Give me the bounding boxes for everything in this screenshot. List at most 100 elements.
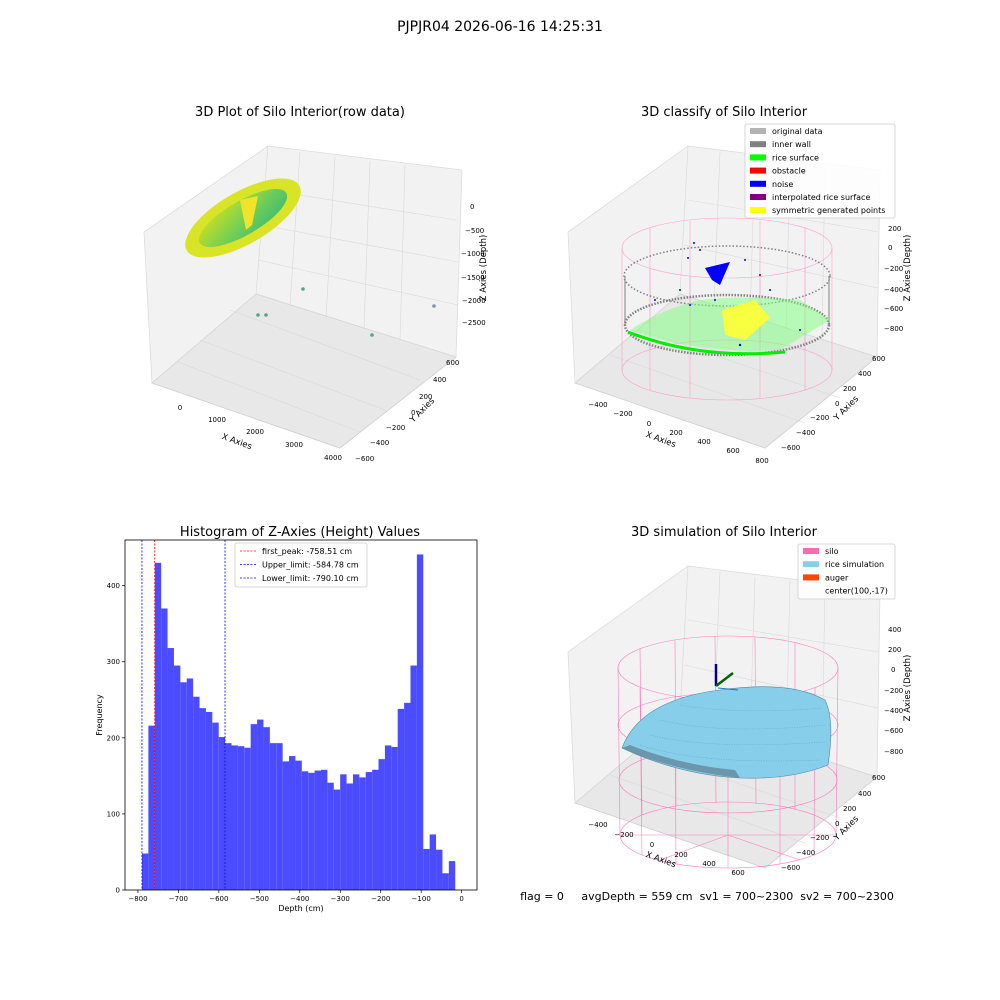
- svg-text:0: 0: [650, 841, 654, 849]
- histogram-bar: [429, 834, 437, 890]
- legend-label: obstacle: [772, 167, 806, 176]
- svg-text:400: 400: [702, 860, 715, 868]
- panel2-symmetric-points: [722, 300, 770, 340]
- svg-text:−1500: −1500: [461, 274, 485, 282]
- svg-text:200: 200: [674, 851, 687, 859]
- svg-text:−600: −600: [781, 444, 800, 452]
- panel-histogram: Histogram of Z-Axies (Height) Values −80…: [95, 525, 478, 913]
- histogram-bar: [186, 678, 194, 890]
- panel2-inner-wall: [623, 245, 831, 357]
- legend-swatch: [750, 154, 766, 161]
- panel4-x-ticks: −400 −200 0 200 400 600: [588, 821, 744, 877]
- histogram-bar: [218, 737, 226, 890]
- svg-text:0: 0: [835, 820, 839, 828]
- svg-text:0: 0: [647, 420, 651, 428]
- histogram-bar: [448, 861, 456, 890]
- panel2-y-ticks: 600 400 200 0 −200 −400 −600: [781, 355, 885, 452]
- histogram-bar: [391, 746, 398, 890]
- histogram-y-tick: 300: [107, 658, 120, 666]
- svg-text:−2500: −2500: [462, 319, 486, 327]
- histogram-bar: [365, 772, 373, 890]
- svg-text:−400: −400: [588, 821, 607, 829]
- svg-text:−2000: −2000: [462, 297, 486, 305]
- panel1-outliers: [256, 287, 436, 337]
- panel2-zlabel: Z Axies (Depth): [903, 235, 913, 302]
- histogram-x-ticks: −800 −700 −600 −500 −400 −300 −200 −100 0: [128, 890, 464, 903]
- panel4-xlabel: X Axies: [644, 850, 677, 870]
- legend-label: auger: [825, 573, 849, 582]
- svg-text:0: 0: [411, 409, 415, 417]
- histogram-bar: [276, 743, 283, 890]
- legend-swatch: [750, 141, 766, 148]
- svg-text:3000: 3000: [285, 441, 303, 449]
- histogram-y-tick: 0: [116, 887, 120, 895]
- svg-text:600: 600: [872, 355, 885, 363]
- svg-text:−400: −400: [796, 849, 815, 857]
- histogram-bar: [199, 708, 206, 890]
- histogram-bar: [141, 853, 149, 890]
- histogram-bar: [301, 771, 309, 890]
- panel4-z-ticks: 400 200 0 −200 −400 −600 −800: [884, 626, 903, 756]
- histogram-bar: [384, 745, 392, 890]
- histogram-legend-label: first_peak: -758.51 cm: [262, 547, 352, 556]
- histogram-x-tick: −600: [209, 895, 228, 903]
- panel1-z-ticks: 0 −500 −1000 −1500 −2000 −2500: [461, 203, 486, 327]
- svg-text:200: 200: [843, 805, 856, 813]
- svg-text:4000: 4000: [324, 454, 342, 462]
- histogram-y-tick: 200: [107, 734, 120, 742]
- histogram-bar: [205, 711, 213, 890]
- legend-label: symmetric generated points: [772, 206, 885, 215]
- histogram-bar: [416, 554, 424, 890]
- histogram-y-ticks: 0 100 200 300 400: [107, 582, 125, 895]
- histogram-bar: [346, 783, 353, 890]
- svg-text:−400: −400: [796, 429, 815, 437]
- legend-label: original data: [772, 127, 823, 136]
- legend-label: rice surface: [772, 153, 819, 162]
- histogram-x-tick: −800: [128, 895, 147, 903]
- svg-text:−200: −200: [613, 410, 632, 418]
- legend-swatch: [750, 167, 766, 174]
- histogram-bar: [148, 725, 155, 890]
- panel-raw-data: 3D Plot of Silo Interior(row data): [143, 105, 489, 463]
- histogram-bar: [282, 761, 290, 890]
- panel3-title: Histogram of Z-Axies (Height) Values: [180, 525, 420, 540]
- svg-text:−600: −600: [884, 305, 903, 313]
- histogram-bar: [410, 665, 417, 890]
- panel2-legend: original data inner wall rice surface obsta…: [744, 123, 896, 219]
- histogram-bar: [289, 756, 296, 890]
- panel2-ylabel: Y Axies: [831, 394, 861, 424]
- panel4-y-ticks: 600 400 200 0 −200 −400 −600: [781, 774, 885, 872]
- panel4-zlabel: Z Axies (Depth): [903, 655, 913, 722]
- histogram-xlabel: Depth (cm): [278, 904, 323, 913]
- panel2-z-ticks: 200 0 −200 −400 −600 −800: [884, 225, 903, 333]
- legend-swatch: [750, 207, 766, 214]
- svg-text:200: 200: [419, 393, 432, 401]
- histogram-bar: [193, 696, 200, 890]
- legend-label: noise: [772, 180, 793, 189]
- histogram-ylabel: Frequency: [95, 694, 104, 736]
- histogram-x-tick: −100: [412, 895, 431, 903]
- svg-text:−800: −800: [884, 325, 903, 333]
- histogram-bar: [359, 777, 366, 890]
- histogram-bar: [231, 745, 238, 890]
- svg-text:−200: −200: [884, 687, 903, 695]
- svg-text:−200: −200: [614, 831, 633, 839]
- panel-simulation: 3D simulation of Silo Interior: [567, 525, 913, 877]
- legend-swatch: [750, 128, 766, 134]
- histogram-vlines: [141, 540, 226, 890]
- histogram-bar: [333, 789, 341, 890]
- panel4-rice-surface: [621, 686, 832, 779]
- histogram-bar: [161, 608, 168, 890]
- svg-text:−600: −600: [884, 727, 903, 735]
- panel2-x-ticks: −400 −200 0 200 400 600 800: [588, 401, 768, 465]
- histogram-x-tick: −400: [290, 895, 309, 903]
- panel1-point-cloud-inner: [198, 188, 288, 248]
- svg-text:600: 600: [872, 774, 885, 782]
- svg-text:0: 0: [891, 666, 895, 674]
- svg-text:−200: −200: [810, 834, 829, 842]
- histogram-bar: [244, 747, 251, 890]
- legend-swatch: [750, 180, 766, 187]
- svg-text:−400: −400: [884, 707, 903, 715]
- svg-text:−200: −200: [810, 414, 829, 422]
- svg-text:−600: −600: [781, 864, 800, 872]
